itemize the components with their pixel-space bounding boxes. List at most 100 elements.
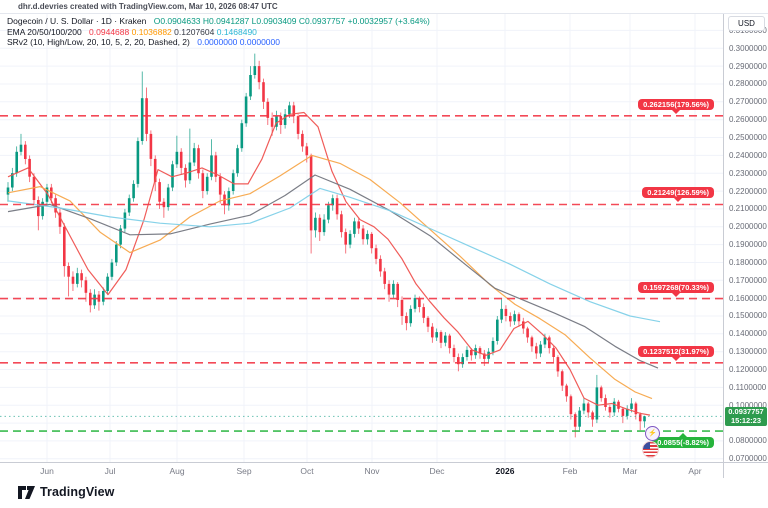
candlestick-chart[interactable] [0, 14, 723, 462]
us-flag-event-icon[interactable] [643, 442, 658, 457]
candle-body [370, 233, 373, 249]
candle-body [205, 176, 209, 192]
chart-pane[interactable]: Dogecoin / U. S. Dollar · 1D · Kraken O0… [0, 14, 723, 462]
candle-body [102, 291, 105, 302]
srv2-value-1: 0.0000000 [197, 37, 238, 47]
candle-body [357, 221, 360, 229]
sr-level-label[interactable]: 0.21249(126.59%) [642, 187, 714, 203]
candle-body [630, 403, 633, 409]
ema200-value: 0.1468490 [216, 26, 257, 37]
price-tick: 0.2500000 [729, 133, 767, 142]
candle-body [560, 371, 564, 386]
candle-body [127, 198, 131, 213]
price-tick: 0.1700000 [729, 275, 767, 285]
ema50-value: 0.1036882 [131, 26, 172, 37]
price-tick: 0.2000000 [729, 222, 767, 232]
candle-body [270, 117, 274, 127]
symbol-legend-row[interactable]: Dogecoin / U. S. Dollar · 1D · Kraken O0… [7, 16, 430, 27]
time-axis[interactable]: Jun Jul Aug Sep Oct Nov Dec 2026 Feb Mar Apr [0, 462, 768, 479]
price-tick: 0.2400000 [729, 150, 767, 160]
price-tick: 0.2600000 [729, 115, 767, 125]
candle-body [71, 276, 75, 284]
candle-body [32, 176, 36, 200]
candle-body [123, 212, 127, 229]
candle-body [617, 401, 620, 409]
ohlc-close: C0.0937757 [298, 16, 346, 26]
candle-body [621, 408, 625, 416]
candle-body [240, 123, 244, 149]
price-axis[interactable]: USD 0.31000000.30000000.29000000.2800000… [723, 14, 768, 463]
symbol-title[interactable]: Dogecoin / U. S. Dollar · 1D · Kraken [7, 16, 147, 26]
candle-body [344, 232, 347, 245]
price-tick: 0.2100000 [729, 204, 767, 214]
candle-body [643, 416, 646, 422]
ema-legend-row[interactable]: EMA 20/50/100/200 0.0944688 0.1036882 0.… [7, 27, 430, 38]
candle-body [595, 387, 599, 420]
candle-body [392, 283, 395, 295]
candle-body [496, 319, 499, 341]
ema100-value: 0.1207604 [174, 26, 215, 37]
candle-body [266, 101, 270, 118]
price-tick: 0.1100000 [729, 382, 767, 392]
ema-line-3 [7, 174, 659, 369]
candle-body [348, 233, 352, 245]
candle-body [396, 283, 399, 300]
candle-body [136, 141, 140, 184]
candle-body [409, 308, 412, 324]
last-price-value: 0.0937757 [728, 407, 764, 417]
crypto-event-icon[interactable]: ⚡ [645, 426, 660, 441]
candle-body [201, 173, 205, 191]
candle-body [457, 357, 460, 365]
candle-body [45, 187, 49, 202]
axis-corner-divider [723, 463, 724, 479]
candle-body [210, 155, 213, 177]
candle-body [115, 244, 118, 263]
candle-body [608, 407, 612, 413]
price-tick: 0.3000000 [729, 43, 767, 53]
sr-level-label[interactable]: 0.262156(179.56%) [638, 98, 714, 114]
candle-body [535, 346, 538, 354]
candle-body [76, 273, 79, 284]
tradingview-logo[interactable]: TradingView [18, 485, 115, 499]
candle-body [288, 105, 291, 115]
time-tick-sep: Sep [236, 466, 252, 476]
candle-body [253, 66, 257, 75]
candle-body [132, 183, 135, 199]
srv2-title[interactable]: SRv2 (10, High/Low, 20, 10, 5, 2, 20, Da… [7, 37, 190, 47]
ohlc-low: L0.0903409 [251, 16, 297, 26]
candle-body [413, 298, 417, 309]
watermark-attribution: dhr.d.devries created with TradingView.c… [18, 2, 278, 11]
price-tick: 0.1000000 [729, 400, 767, 410]
sr-level-label[interactable]: 0.1237512(31.97%) [638, 345, 714, 361]
sr-level-label[interactable]: 0.0855(-8.82%) [652, 433, 714, 449]
candle-body [11, 173, 14, 188]
candle-body [231, 173, 235, 191]
candle-body [582, 403, 586, 411]
candle-body [322, 219, 326, 233]
candle-body [478, 348, 482, 354]
candle-body [244, 96, 248, 124]
candle-body [530, 337, 534, 347]
price-tick: 0.1800000 [729, 257, 767, 267]
candle-body [63, 226, 66, 267]
sr-level-label[interactable]: 0.1597268(70.33%) [638, 281, 714, 297]
candle-body [504, 308, 508, 316]
ema-title[interactable]: EMA 20/50/100/200 [7, 26, 82, 37]
candle-body [366, 233, 369, 240]
time-tick-aug: Aug [169, 466, 185, 476]
currency-unit-button[interactable]: USD [728, 16, 765, 31]
candle-body [283, 114, 287, 125]
candle-body [158, 182, 161, 202]
candle-body [431, 326, 434, 338]
candle-body [543, 337, 547, 345]
ema-line-4 [7, 187, 661, 323]
candle-body [638, 414, 642, 422]
candle-body [218, 176, 222, 195]
srv2-legend-row[interactable]: SRv2 (10, High/Low, 20, 10, 5, 2, 20, Da… [7, 37, 430, 48]
candle-body [292, 105, 296, 117]
candle-body [149, 133, 153, 159]
candle-body [184, 167, 187, 181]
candle-body [54, 198, 57, 213]
candle-body [327, 205, 330, 220]
price-tick: 0.1400000 [729, 329, 767, 339]
